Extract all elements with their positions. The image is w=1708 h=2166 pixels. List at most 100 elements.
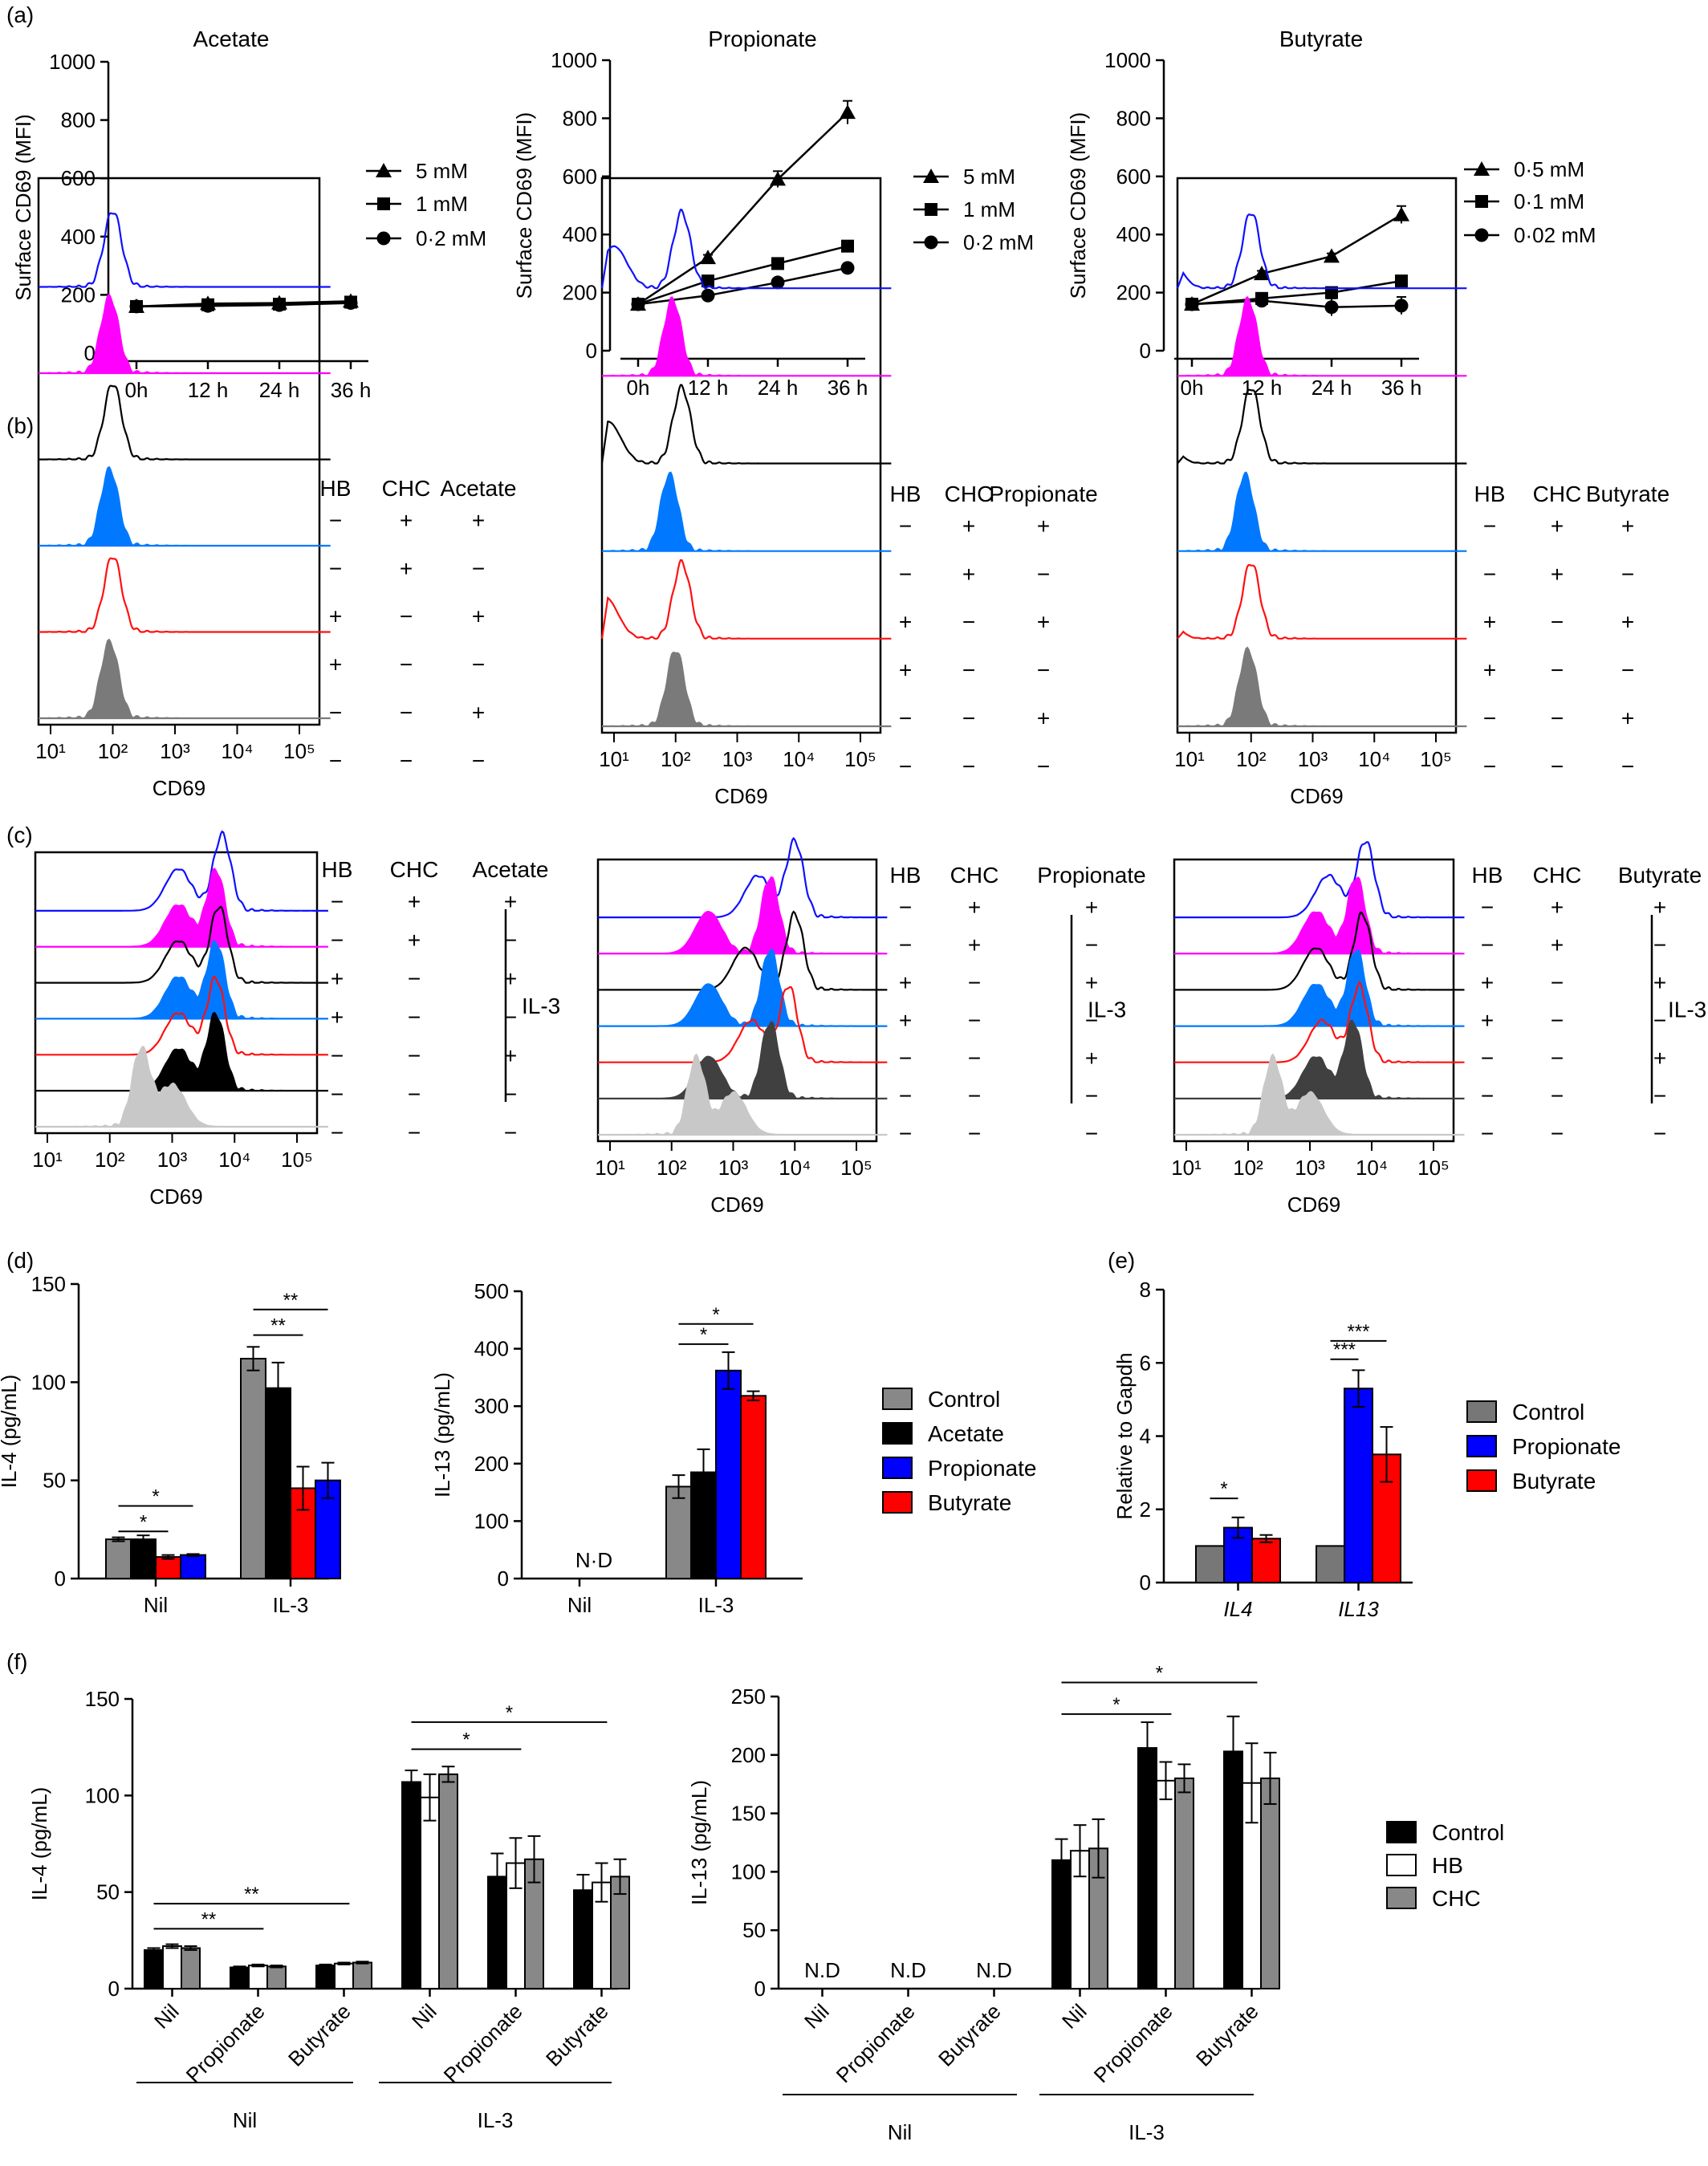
bar <box>1316 1545 1345 1583</box>
table-cell-hb: + <box>329 604 342 629</box>
table-cell-hb: − <box>899 514 912 538</box>
data-point <box>1324 248 1340 263</box>
legend-label: CHC <box>1432 1886 1481 1911</box>
histogram-trace <box>1173 841 1465 919</box>
x-axis-label: CD69 <box>1287 1193 1340 1217</box>
x-tick-label: IL-3 <box>698 1593 734 1617</box>
data-point <box>1185 297 1199 311</box>
x-tick-label: Propionate <box>832 1999 920 2087</box>
y-tick-label: 200 <box>731 1743 766 1767</box>
x-tick-label: 10³ <box>722 747 753 771</box>
bar <box>1156 1779 1176 1990</box>
y-tick-label: 1000 <box>49 50 96 74</box>
y-tick-label: 2 <box>1140 1498 1151 1522</box>
y-tick-label: 0 <box>55 1567 66 1591</box>
bar <box>266 1965 287 1989</box>
table-header: Butyrate <box>1618 863 1702 888</box>
table-cell-chc: − <box>1551 754 1564 778</box>
histogram-c2: 10¹ 10² 10³ 10⁴ 10⁵ CD69 − + + − + − + − + + − − − − + − − − − − −… <box>595 836 1146 1217</box>
histogram-trace <box>597 910 888 991</box>
table-cell-agent: − <box>1653 1083 1666 1108</box>
x-tick-label: 10⁴ <box>218 1148 250 1172</box>
x-tick-label: 12 h <box>1242 376 1283 400</box>
histogram-trace <box>1173 911 1465 991</box>
y-tick-label: 0 <box>108 1977 120 2001</box>
x-tick-label: Nil <box>407 1999 441 2034</box>
data-point <box>700 250 716 265</box>
histogram-trace <box>600 384 892 465</box>
table-cell-chc: + <box>400 556 413 581</box>
x-tick-label: 10⁴ <box>1358 747 1390 771</box>
table-cell-agent: − <box>1037 562 1050 587</box>
table-cell-hb: − <box>331 1120 344 1145</box>
x-tick-label: 0h <box>1181 376 1204 400</box>
group-label: IL-3 <box>1128 2120 1165 2144</box>
table-header: Butyrate <box>1586 482 1669 506</box>
table-cell-chc: − <box>408 1005 421 1030</box>
histogram-trace <box>35 868 328 948</box>
histogram-trace <box>35 976 328 1056</box>
table-cell-agent: − <box>1653 933 1666 957</box>
table-cell-chc: − <box>408 1043 421 1068</box>
legend-swatch <box>1466 1400 1497 1423</box>
histogram-c1: 10¹ 10² 10³ 10⁴ 10⁵ CD69 − + + − + − + − + + − − − − + − − − − − −… <box>32 830 560 1209</box>
legend-swatch <box>882 1388 913 1410</box>
bar <box>105 1538 132 1579</box>
x-axis-label: CD69 <box>714 784 767 808</box>
y-tick-label: 150 <box>85 1687 120 1711</box>
bracket-label: IL-3 <box>522 994 560 1018</box>
panel-letter-b: (b) <box>6 413 34 438</box>
data-point <box>631 297 645 311</box>
table-cell-chc: − <box>962 754 975 778</box>
data-point <box>840 104 856 120</box>
y-tick-label: 0 <box>754 1977 766 2001</box>
y-tick-label: 800 <box>61 108 96 132</box>
legend-label: HB <box>1432 1853 1463 1878</box>
table-header: Propionate <box>1037 863 1145 888</box>
table-cell-chc: − <box>408 966 421 991</box>
bracket-label: IL-3 <box>1668 998 1706 1022</box>
bar <box>1344 1388 1373 1583</box>
x-tick-label: 10¹ <box>595 1156 625 1180</box>
x-tick-label: Propionate <box>181 1999 270 2087</box>
table-cell-agent: + <box>1037 514 1050 538</box>
y-axis-label: Surface CD69 (MFI) <box>1066 112 1090 299</box>
bar <box>438 1773 458 1990</box>
table-cell-chc: − <box>968 1083 981 1108</box>
bar <box>181 1947 201 1989</box>
table-cell-chc: − <box>400 604 413 629</box>
histogram-trace <box>39 557 331 633</box>
y-tick-label: 8 <box>1140 1278 1151 1302</box>
table-cell-agent: − <box>1085 933 1098 957</box>
y-tick-label: 4 <box>1140 1424 1151 1449</box>
y-axis-label: IL-4 (pg/mL) <box>0 1375 21 1489</box>
table-cell-hb: + <box>331 1005 344 1030</box>
y-tick-label: 6 <box>1140 1351 1151 1375</box>
legend-label: 0·1 mM <box>1514 189 1584 213</box>
table-cell-hb: − <box>899 705 912 730</box>
table-cell-hb: − <box>899 1046 912 1071</box>
table-cell-agent: − <box>1621 754 1634 778</box>
histogram-trace <box>1177 646 1467 728</box>
histogram-trace <box>1174 1053 1465 1136</box>
x-tick-label: 12 h <box>188 378 229 402</box>
bar <box>420 1796 440 1989</box>
table-cell-agent: − <box>1037 754 1050 778</box>
table-header: CHC <box>945 482 994 506</box>
significance-label: ** <box>270 1315 286 1337</box>
series-2 <box>129 296 358 314</box>
data-point <box>771 275 785 290</box>
significance-label: * <box>152 1485 159 1507</box>
histogram-trace <box>1177 471 1467 552</box>
data-point <box>840 261 855 275</box>
x-tick-label: 10⁴ <box>779 1156 811 1180</box>
bar <box>265 1387 291 1579</box>
series-line <box>136 302 352 308</box>
chart-title: Acetate <box>193 26 270 51</box>
table-cell-chc: − <box>1551 705 1564 730</box>
panel-letter-f: (f) <box>6 1649 27 1674</box>
y-tick-label: 50 <box>43 1469 66 1493</box>
y-tick-label: 0 <box>498 1567 509 1591</box>
y-axis-label: IL-13 (pg/mL) <box>687 1780 711 1905</box>
